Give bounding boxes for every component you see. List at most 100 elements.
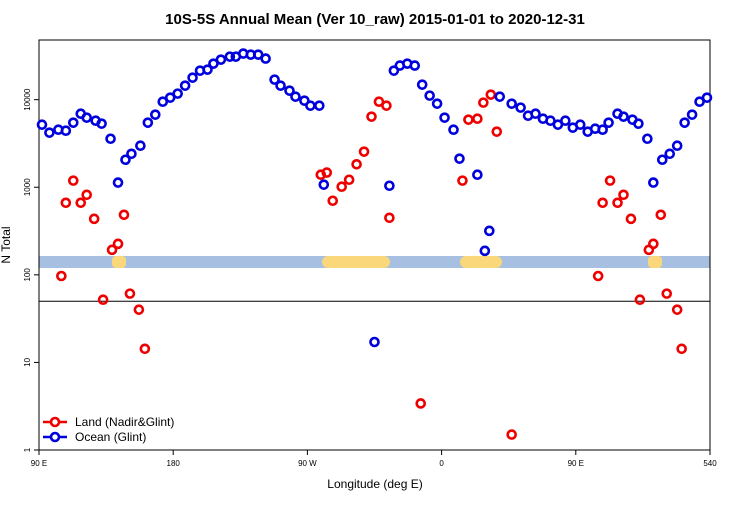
- data-point: [187, 72, 198, 83]
- data-point: [506, 98, 517, 109]
- chart-title: 10S-5S Annual Mean (Ver 10_raw) 2015-01-…: [165, 11, 585, 28]
- data-point: [269, 74, 280, 85]
- data-point: [275, 80, 286, 91]
- data-point: [81, 112, 93, 123]
- data-point: [299, 95, 310, 106]
- y-tick-label: 10000: [23, 88, 32, 111]
- data-point: [369, 336, 380, 348]
- data-point: [686, 109, 698, 120]
- data-point: [75, 197, 87, 209]
- data-point: [112, 177, 124, 188]
- data-point: [44, 127, 55, 138]
- y-tick-label: 100: [23, 268, 32, 282]
- legend-label: Land (Nadir&Glint): [75, 415, 174, 429]
- data-point: [179, 80, 191, 91]
- x-axis-label: Longitude (deg E): [327, 477, 422, 491]
- data-point: [655, 209, 667, 221]
- data-point: [260, 53, 271, 64]
- land-patch: [648, 256, 662, 268]
- data-point: [358, 146, 370, 157]
- data-point: [633, 118, 644, 129]
- legend-label: Ocean (Glint): [75, 430, 146, 444]
- data-point: [351, 158, 362, 170]
- data-point: [671, 140, 683, 152]
- data-point: [694, 96, 705, 107]
- data-point: [157, 96, 169, 107]
- data-point: [118, 209, 130, 221]
- data-point: [112, 238, 124, 250]
- y-tick-label: 1000: [23, 178, 32, 196]
- data-point: [479, 245, 491, 257]
- data-point: [494, 91, 506, 102]
- data-point: [384, 180, 395, 192]
- data-point: [625, 213, 637, 225]
- data-point: [485, 89, 497, 100]
- data-point: [314, 100, 325, 111]
- data-point: [290, 91, 301, 102]
- data-point: [126, 148, 137, 160]
- data-point: [679, 117, 690, 128]
- data-point: [648, 177, 659, 188]
- data-point: [597, 124, 608, 136]
- data-point: [343, 174, 355, 186]
- data-point: [671, 304, 683, 315]
- data-point: [388, 65, 400, 76]
- data-point: [124, 288, 136, 299]
- data-point: [106, 244, 118, 256]
- data-point: [81, 189, 93, 201]
- data-point: [597, 197, 608, 209]
- data-point: [336, 181, 347, 193]
- data-point: [60, 125, 72, 137]
- data-point: [318, 179, 330, 190]
- y-axis-label: N Total: [0, 226, 13, 263]
- land-mask-strip: [39, 256, 710, 268]
- y-tick-label: 1: [23, 447, 32, 452]
- x-tick-label: 90 W: [298, 459, 317, 468]
- data-point: [139, 343, 151, 355]
- data-point: [478, 97, 489, 108]
- land-patch: [322, 256, 390, 268]
- data-point: [97, 294, 109, 306]
- data-point: [604, 175, 616, 186]
- land-patch: [112, 256, 126, 268]
- data-point: [439, 112, 450, 123]
- data-point: [424, 90, 435, 101]
- data-point: [105, 133, 116, 145]
- x-tick-label: 90 E: [568, 459, 584, 468]
- y-tick-label: 10: [23, 357, 32, 366]
- x-tick-label: 540: [703, 459, 717, 468]
- data-point: [366, 111, 377, 122]
- data-point: [676, 343, 687, 355]
- data-point: [321, 167, 333, 178]
- data-point: [409, 60, 421, 71]
- data-point: [472, 169, 483, 181]
- data-point: [36, 119, 48, 130]
- data-point: [618, 111, 629, 122]
- legend-marker: [49, 416, 61, 428]
- x-tick-label: 0: [439, 459, 444, 468]
- data-point: [701, 92, 713, 103]
- data-point: [656, 154, 668, 166]
- data-point: [642, 133, 653, 145]
- data-point: [431, 98, 443, 109]
- data-point: [56, 270, 67, 282]
- data-point: [327, 195, 339, 207]
- data-point: [491, 126, 503, 137]
- data-point: [612, 197, 623, 209]
- data-point: [172, 88, 183, 99]
- data-point: [484, 225, 495, 237]
- data-point: [284, 85, 295, 96]
- data-point: [150, 109, 161, 120]
- data-point: [463, 114, 474, 125]
- data-point: [96, 118, 107, 129]
- data-point: [515, 102, 526, 113]
- data-point: [202, 64, 213, 75]
- data-point: [592, 270, 604, 282]
- data-point: [472, 113, 483, 125]
- data-point: [661, 288, 673, 299]
- data-point: [215, 54, 227, 65]
- data-point: [142, 117, 154, 128]
- data-point: [135, 140, 146, 152]
- land-patch: [460, 256, 502, 268]
